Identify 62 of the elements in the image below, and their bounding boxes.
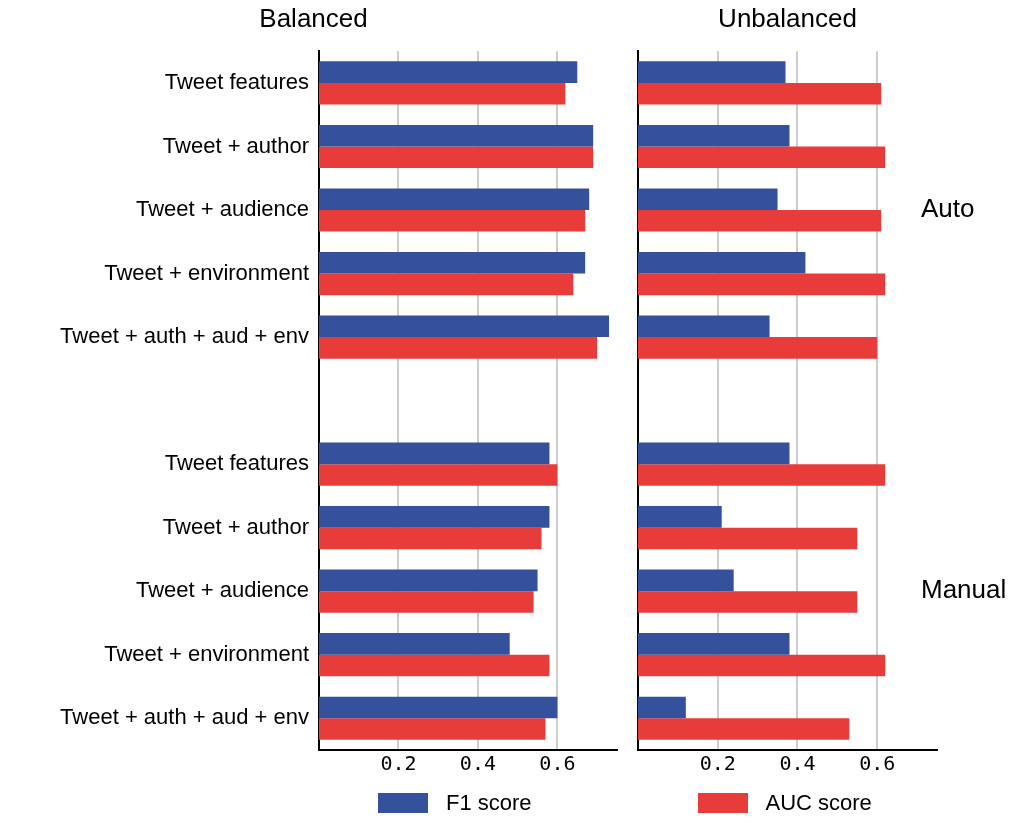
bar: [638, 273, 886, 296]
bar: [638, 696, 686, 719]
bar: [638, 442, 790, 465]
y-tick-label: Tweet features: [164, 450, 309, 476]
bar: [319, 654, 550, 677]
bar: [638, 591, 858, 613]
bar: [319, 527, 542, 550]
bar: [319, 82, 566, 105]
annotation: Manual: [921, 574, 1007, 605]
bar: [319, 506, 550, 528]
bar: [638, 506, 722, 528]
bar: [319, 718, 546, 740]
bar: [319, 696, 558, 719]
bar: [638, 188, 778, 211]
bar: [319, 591, 534, 613]
bar: [319, 569, 538, 592]
bar: [319, 251, 586, 274]
bar: [319, 210, 586, 232]
bar: [319, 188, 590, 211]
bar: [319, 146, 594, 169]
bar: [319, 273, 574, 296]
bar: [638, 124, 790, 147]
bar: [638, 337, 878, 359]
bar: [319, 442, 550, 465]
bar: [638, 654, 886, 677]
y-tick-label: Tweet + audience: [135, 196, 309, 222]
bar: [638, 569, 734, 592]
bar: [638, 527, 858, 550]
chart-title: Balanced: [259, 2, 368, 33]
y-tick-label: Tweet + audience: [135, 577, 309, 603]
bar: [319, 337, 598, 359]
y-tick-label: Tweet + author: [162, 132, 309, 158]
x-tick-label: 0.4: [779, 751, 816, 776]
x-tick-label: 0.4: [459, 751, 496, 776]
bar: [638, 464, 886, 486]
bar: [638, 146, 886, 169]
y-tick-label: Tweet + author: [162, 513, 309, 539]
legend-label: F1 score: [446, 790, 532, 816]
y-tick-label: Tweet features: [164, 69, 309, 95]
y-tick-label: Tweet + environment: [104, 640, 309, 666]
x-tick-label: 0.2: [699, 751, 736, 776]
bar: [638, 633, 790, 655]
x-tick-label: 0.6: [859, 751, 896, 776]
annotation: Auto: [921, 193, 975, 224]
bar: [319, 315, 610, 338]
y-tick-label: Tweet + auth + aud + env: [60, 704, 309, 730]
bar: [638, 251, 806, 274]
bar: [638, 315, 770, 338]
chart-title: Unbalanced: [718, 2, 857, 33]
bar: [319, 633, 510, 655]
bar: [638, 61, 786, 83]
x-tick-label: 0.2: [380, 751, 417, 776]
bar: [638, 82, 882, 105]
bar: [638, 718, 850, 740]
y-tick-label: Tweet + auth + aud + env: [60, 323, 309, 349]
legend-label: AUC score: [765, 790, 872, 816]
bar: [319, 124, 594, 147]
bar: [319, 464, 558, 486]
x-tick-label: 0.6: [539, 751, 576, 776]
bar: [319, 61, 578, 83]
bar: [638, 210, 882, 232]
y-tick-label: Tweet + environment: [104, 259, 309, 285]
